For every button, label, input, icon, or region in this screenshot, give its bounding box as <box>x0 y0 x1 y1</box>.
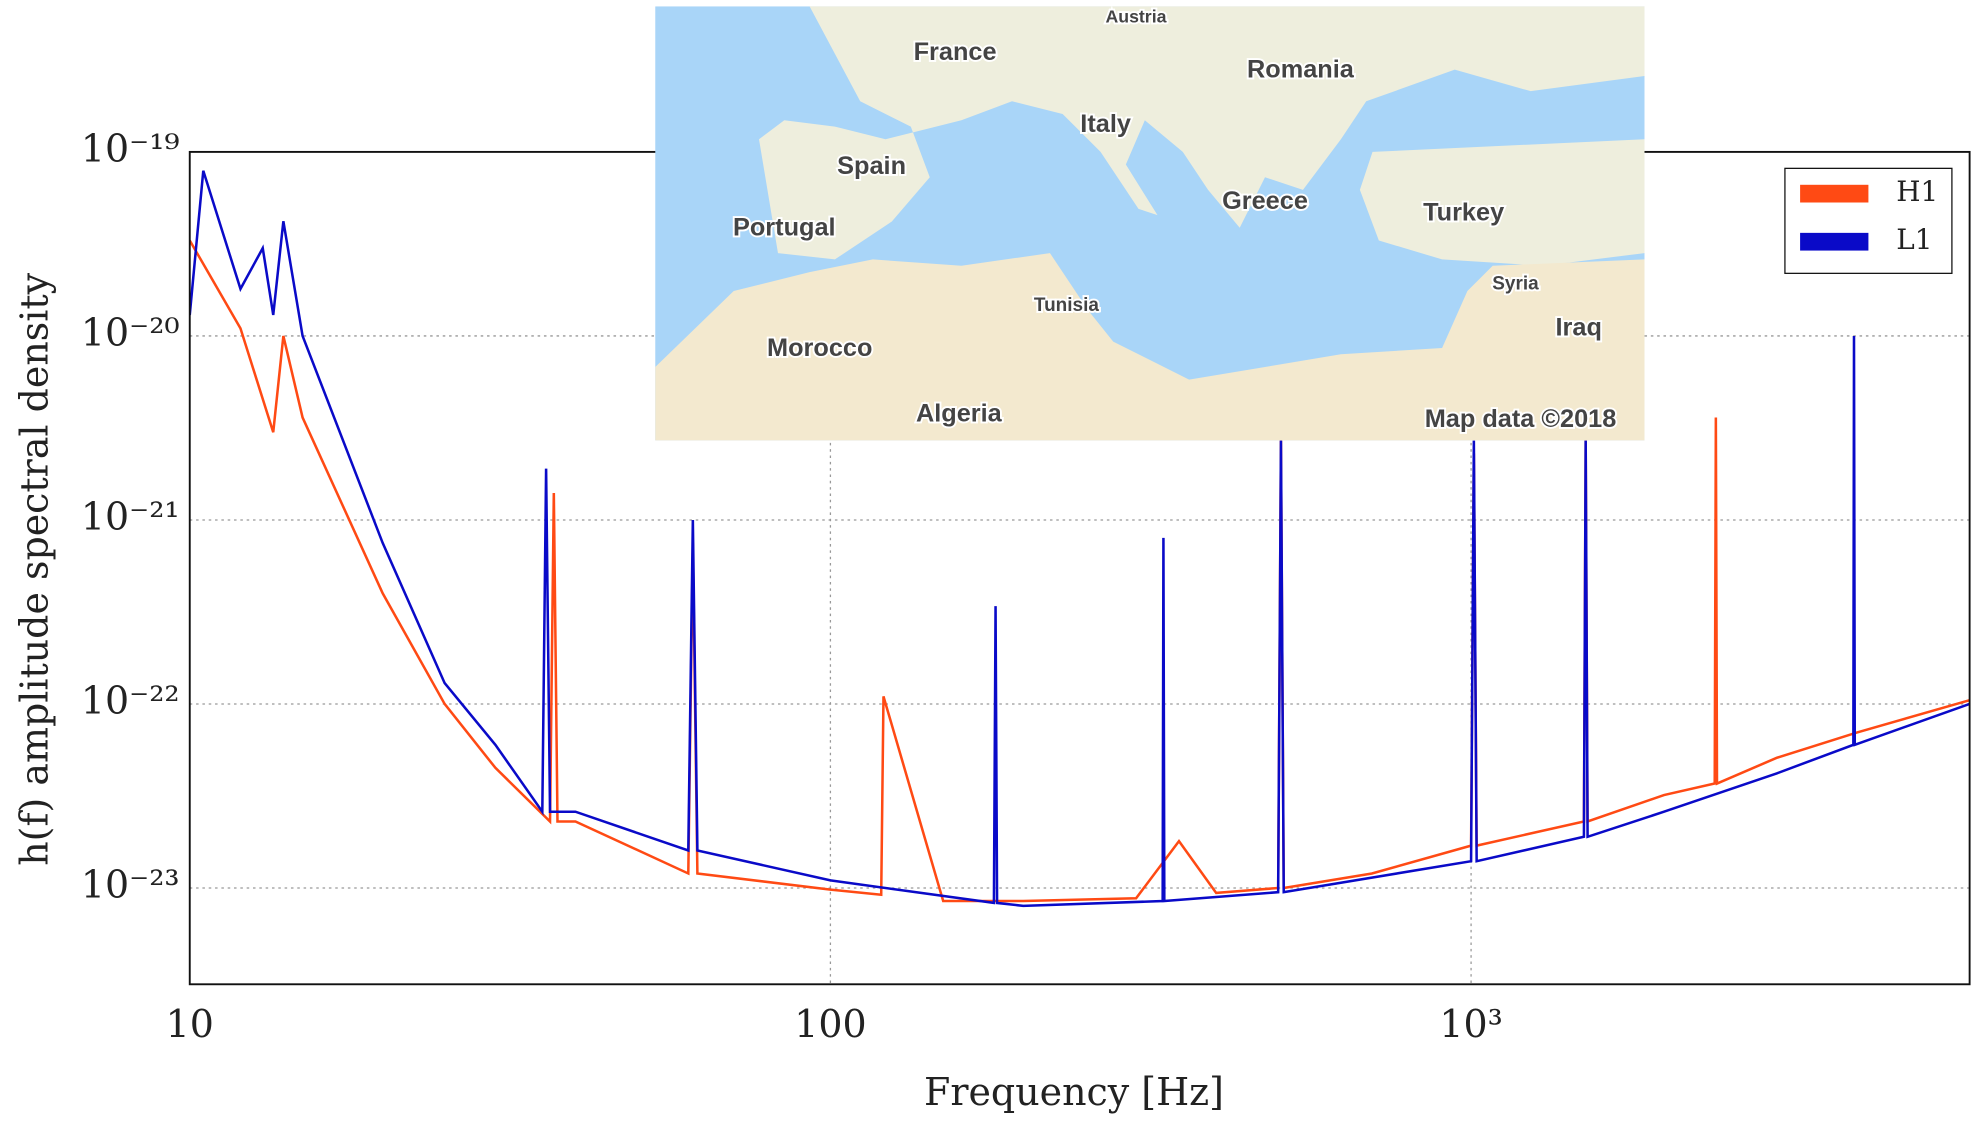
map-label: Italy <box>1080 110 1131 138</box>
y-tick-label: 10⁻¹⁹ <box>81 126 180 170</box>
x-axis-label: Frequency [Hz] <box>924 1070 1224 1114</box>
map-label: Tunisia <box>1034 295 1099 316</box>
legend-label: L1 <box>1896 223 1932 256</box>
x-tick-label: 10 <box>166 1002 214 1046</box>
map-attribution: Map data ©2018 <box>1425 405 1617 433</box>
y-tick-label: 10⁻²¹ <box>81 494 180 538</box>
map: Austria France Romania Italy Spain Greec… <box>655 6 1644 440</box>
page: 10 100 10³ 10⁻¹⁹ 10⁻²⁰ 10⁻²¹ 10⁻²² 10⁻²³ H1 L1 Fr… <box>0 0 1981 1121</box>
map-label: Portugal <box>733 214 836 242</box>
y-tick-label: 10⁻²³ <box>81 863 180 907</box>
map-label: Greece <box>1222 187 1308 215</box>
map-label: Spain <box>837 152 906 180</box>
x-tick-label: 10³ <box>1439 1002 1502 1046</box>
map-label: Algeria <box>916 400 1003 428</box>
x-tick-label: 100 <box>794 1002 866 1046</box>
y-tick-label: 10⁻²⁰ <box>81 310 180 354</box>
map-label: Iraq <box>1556 314 1602 342</box>
map-label: France <box>914 38 997 66</box>
map-label: Romania <box>1247 56 1355 84</box>
map-label: Morocco <box>767 334 872 362</box>
map-label: Syria <box>1492 274 1539 295</box>
legend-swatch <box>1800 233 1868 251</box>
y-tick-label: 10⁻²² <box>81 679 180 723</box>
y-axis-label: h(f) amplitude spectral density <box>12 272 56 865</box>
map-label: Austria <box>1105 6 1166 26</box>
legend-swatch <box>1800 185 1868 203</box>
map-label: Turkey <box>1423 199 1504 227</box>
legend-label: H1 <box>1896 175 1938 208</box>
